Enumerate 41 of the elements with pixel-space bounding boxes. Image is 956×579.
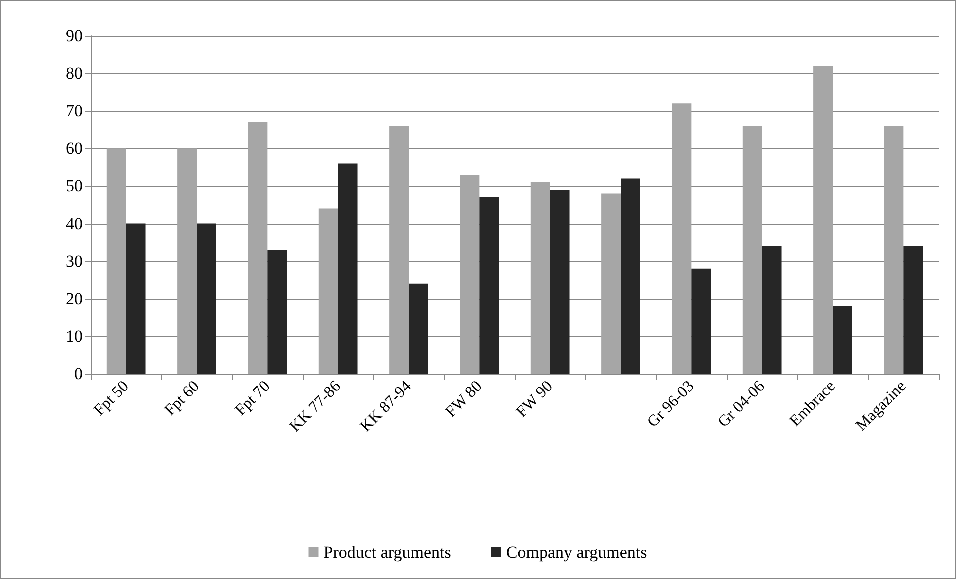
bar bbox=[390, 126, 409, 374]
y-tick-label: 70 bbox=[66, 102, 83, 121]
bar bbox=[318, 208, 338, 374]
y-tick-label: 10 bbox=[66, 326, 83, 346]
y-tick-label: 30 bbox=[66, 252, 83, 271]
bar bbox=[833, 306, 852, 374]
y-tick-label: 20 bbox=[66, 289, 83, 308]
bar bbox=[460, 174, 480, 374]
bar bbox=[178, 148, 197, 374]
bar bbox=[338, 164, 358, 374]
bar bbox=[692, 268, 712, 374]
bar bbox=[742, 126, 762, 374]
legend-label: Company arguments bbox=[506, 543, 648, 562]
x-tick-label: FW 90 bbox=[513, 378, 556, 421]
y-tick-label: 40 bbox=[66, 214, 83, 234]
bar bbox=[126, 224, 146, 374]
bar bbox=[672, 104, 692, 374]
x-tick-label: FW 80 bbox=[442, 378, 486, 421]
bar bbox=[480, 197, 500, 374]
bar bbox=[814, 66, 833, 374]
bar bbox=[904, 246, 924, 374]
y-tick-label: 60 bbox=[66, 139, 83, 158]
x-tick-label: Fpt 60 bbox=[162, 378, 204, 420]
bar bbox=[762, 246, 782, 374]
bar bbox=[268, 250, 288, 374]
y-tick-label: 80 bbox=[66, 64, 83, 84]
bar bbox=[409, 284, 428, 374]
x-tick-label: Fpt 50 bbox=[91, 378, 132, 420]
x-tick-label: Fpt 70 bbox=[232, 378, 274, 420]
y-tick-label: 50 bbox=[66, 176, 83, 196]
bar bbox=[530, 182, 550, 374]
bar bbox=[884, 126, 904, 374]
legend-label: Product arguments bbox=[324, 543, 452, 562]
y-tick-label: 90 bbox=[66, 26, 83, 46]
bar bbox=[550, 190, 570, 374]
bar bbox=[248, 122, 268, 374]
bar bbox=[106, 148, 126, 374]
bar bbox=[602, 194, 621, 374]
bar bbox=[197, 224, 216, 374]
y-tick-label: 0 bbox=[74, 364, 83, 384]
bar bbox=[621, 178, 640, 374]
